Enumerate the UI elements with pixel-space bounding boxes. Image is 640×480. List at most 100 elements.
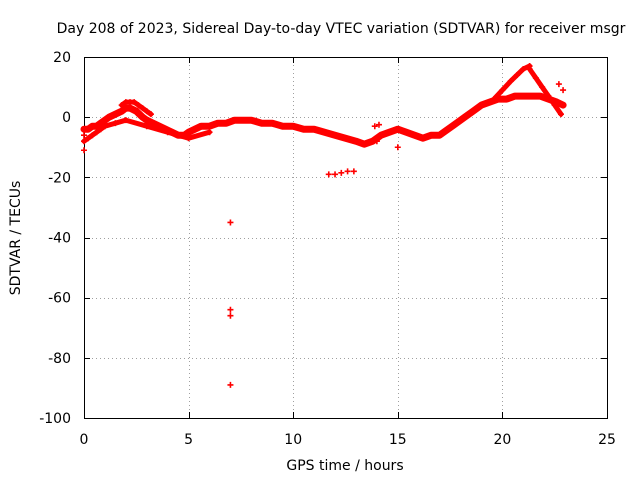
data-point [491,96,498,103]
data-point [135,102,142,109]
y-tick-label: -60 [48,291,71,307]
data-point [503,96,510,103]
data-point [373,138,380,145]
data-point [499,87,506,94]
data-point [81,138,87,145]
data-point [191,126,198,133]
data-point [206,123,213,130]
data-point [361,141,368,148]
x-tick-label: 0 [80,432,89,448]
x-tick-label: 5 [184,432,193,448]
y-tick-label: 0 [62,110,71,126]
data-point [112,111,119,118]
y-axis-label: SDTVAR / TECUs [8,181,24,296]
data-point [560,87,567,94]
data-point [436,132,443,139]
data-point [81,147,87,154]
x-tick-label: 15 [389,432,407,448]
data-point [227,219,234,226]
data-point [227,312,234,319]
data-point [325,171,332,178]
data-point [112,120,119,127]
data-point [143,108,150,115]
data-point [258,120,265,127]
chart-title: Day 208 of 2023, Sidereal Day-to-day VTE… [57,21,626,37]
data-point [428,132,435,139]
data-point [520,93,527,100]
data-point [118,102,125,109]
y-tick-label: -100 [39,411,71,427]
data-point [81,132,87,139]
data-point [411,132,418,139]
data-point [269,120,276,127]
data-point [419,135,426,142]
data-point [85,126,92,133]
data-point [311,126,318,133]
data-point [147,111,154,118]
data-point [453,120,460,127]
data-point [539,84,546,91]
data-point [375,121,382,128]
data-point [198,123,205,130]
x-axis-label: GPS time / hours [286,458,403,474]
data-point [133,108,140,115]
data-point [338,169,345,176]
data-point [106,114,113,121]
data-point [97,120,104,127]
data-point [486,99,493,106]
data-point [352,138,359,145]
data-point [139,105,146,112]
data-point [371,123,378,130]
data-point [118,108,125,115]
data-point [344,168,351,175]
data-point [537,93,544,100]
ticks [84,57,608,419]
data-point [164,129,171,136]
data-points [80,63,567,388]
data-point [545,93,552,100]
data-point [551,102,558,109]
data-point [321,129,328,136]
series-band [80,92,567,148]
y-tick-label: 20 [53,50,71,66]
y-tick-label: -80 [48,351,71,367]
data-point [85,135,92,142]
data-point [394,126,401,133]
data-point [532,75,539,82]
data-point [461,114,468,121]
data-point [101,123,108,130]
data-point [526,66,533,73]
y-tick-label: -20 [48,170,71,186]
data-point [122,117,129,124]
data-point [445,126,452,133]
data-point [470,108,477,115]
data-point [332,132,339,139]
data-point [214,120,221,127]
data-point [403,129,410,136]
data-point [394,144,401,151]
y-tick-label: -40 [48,231,71,247]
data-point [206,129,213,136]
data-point [560,102,567,109]
data-point [378,132,385,139]
data-point [478,102,485,109]
data-point [555,81,562,88]
data-point [223,120,230,127]
data-point [279,123,286,130]
data-point [520,66,527,73]
data-point [127,105,134,112]
y-tick-labels: -100 -80 -60 -40 -20 0 20 [39,50,71,427]
data-point [143,117,150,124]
data-point [227,381,234,388]
data-point [139,114,146,121]
data-point [528,93,535,100]
data-point [93,129,100,136]
data-point [557,111,564,118]
data-point [332,171,339,178]
data-point [514,72,521,79]
data-point [97,126,104,133]
series-band [527,66,564,117]
plot-frame [84,57,608,419]
data-point [143,123,150,130]
